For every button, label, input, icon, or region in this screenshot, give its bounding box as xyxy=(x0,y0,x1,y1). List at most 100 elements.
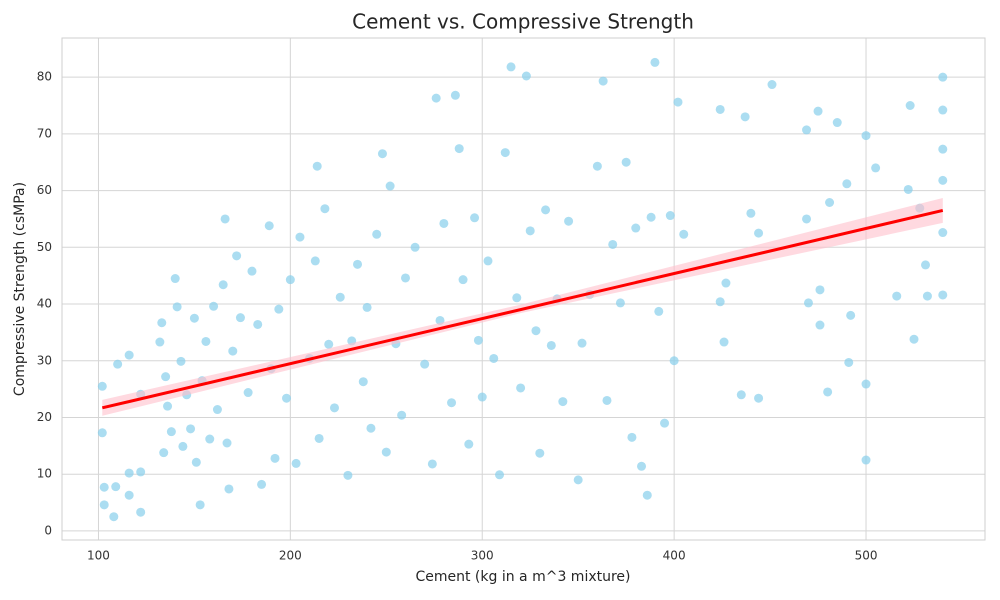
scatter-point xyxy=(358,377,368,387)
scatter-point xyxy=(938,175,948,185)
scatter-point xyxy=(669,356,679,366)
scatter-point xyxy=(191,457,201,467)
y-tick-label: 70 xyxy=(37,126,52,140)
scatter-point xyxy=(310,256,320,266)
scatter-point xyxy=(270,453,280,463)
scatter-point xyxy=(343,470,353,480)
scatter-point xyxy=(938,105,948,115)
scatter-point xyxy=(218,280,228,290)
scatter-point xyxy=(431,93,441,103)
scatter-point xyxy=(454,144,464,154)
scatter-point xyxy=(274,304,284,314)
scatter-point xyxy=(159,448,169,458)
regression-line xyxy=(101,208,944,410)
scatter-point xyxy=(235,313,245,323)
scatter-point xyxy=(464,439,474,449)
scatter-point xyxy=(228,346,238,356)
scatter-point xyxy=(558,397,568,407)
scatter-point xyxy=(736,390,746,400)
scatter-point xyxy=(815,320,825,330)
scatter-point xyxy=(721,278,731,288)
scatter-point xyxy=(525,226,535,236)
scatter-point xyxy=(163,401,173,411)
scatter-point xyxy=(823,387,833,397)
scatter-point xyxy=(264,221,274,231)
scatter-point xyxy=(871,163,881,173)
chart-title: Cement vs. Compressive Strength xyxy=(352,10,694,34)
scatter-point xyxy=(892,291,902,301)
scatter-point xyxy=(861,379,871,389)
scatter-point xyxy=(842,179,852,189)
scatter-point xyxy=(646,212,656,222)
scatter-point xyxy=(815,285,825,295)
scatter-point xyxy=(397,410,407,420)
scatter-point xyxy=(224,484,234,494)
y-tick-label: 80 xyxy=(37,70,52,84)
scatter-point xyxy=(615,298,625,308)
scatter-point xyxy=(247,266,257,276)
scatter-point xyxy=(385,181,395,191)
scatter-point xyxy=(650,57,660,67)
scatter-point xyxy=(844,357,854,367)
y-tick-label: 40 xyxy=(37,297,52,311)
scatter-point xyxy=(253,319,263,329)
scatter-point xyxy=(541,205,551,215)
x-tick-label: 300 xyxy=(471,549,494,563)
scatter-point xyxy=(521,71,531,81)
scatter-point xyxy=(353,259,363,269)
scatter-point xyxy=(312,161,322,171)
scatter-point xyxy=(420,359,430,369)
scatter-point xyxy=(642,490,652,500)
scatter-point xyxy=(477,392,487,402)
scatter-point xyxy=(573,475,583,485)
scatter-point xyxy=(99,482,109,492)
scatter-point xyxy=(97,381,107,391)
scatter-point xyxy=(450,90,460,100)
scatter-point xyxy=(170,274,180,284)
scatter-point xyxy=(608,239,618,249)
x-tick-label: 200 xyxy=(279,549,302,563)
scatter-point xyxy=(679,229,689,239)
scatter-point xyxy=(176,356,186,366)
scatter-point xyxy=(372,229,382,239)
scatter-point xyxy=(631,223,641,233)
scatter-point xyxy=(97,428,107,438)
scatter-point xyxy=(124,468,134,478)
scatter-point xyxy=(381,447,391,457)
scatter-point xyxy=(427,459,437,469)
confidence-band xyxy=(102,197,943,416)
scatter-point xyxy=(155,337,165,347)
scatter-point xyxy=(665,211,675,221)
scatter-point xyxy=(291,458,301,468)
scatter-point xyxy=(136,467,146,477)
scatter-point xyxy=(715,104,725,114)
scatter-point xyxy=(99,500,109,510)
scatter-point xyxy=(201,336,211,346)
scatter-point xyxy=(473,335,483,345)
scatter-point xyxy=(232,251,242,261)
scatter-point xyxy=(637,461,647,471)
scatter-point xyxy=(400,273,410,283)
scatter-point xyxy=(754,393,764,403)
scatter-point xyxy=(531,326,541,336)
scatter-point xyxy=(938,228,948,238)
y-tick-label: 30 xyxy=(37,353,52,367)
scatter-point xyxy=(439,218,449,228)
y-tick-label: 0 xyxy=(44,523,52,537)
scatter-point xyxy=(905,101,915,111)
scatter-point xyxy=(577,338,587,348)
y-tick-label: 20 xyxy=(37,410,52,424)
scatter-point xyxy=(136,507,146,517)
scatter-point xyxy=(166,427,176,437)
scatter-point xyxy=(921,260,931,270)
scatter-point xyxy=(746,208,756,218)
scatter-point xyxy=(109,512,119,522)
scatter-point xyxy=(592,161,602,171)
scatter-point xyxy=(172,302,182,312)
scatter-point xyxy=(715,297,725,307)
scatter-point xyxy=(802,125,812,135)
scatter-point xyxy=(377,149,387,159)
scatter-point xyxy=(195,500,205,510)
scatter-point xyxy=(719,337,729,347)
